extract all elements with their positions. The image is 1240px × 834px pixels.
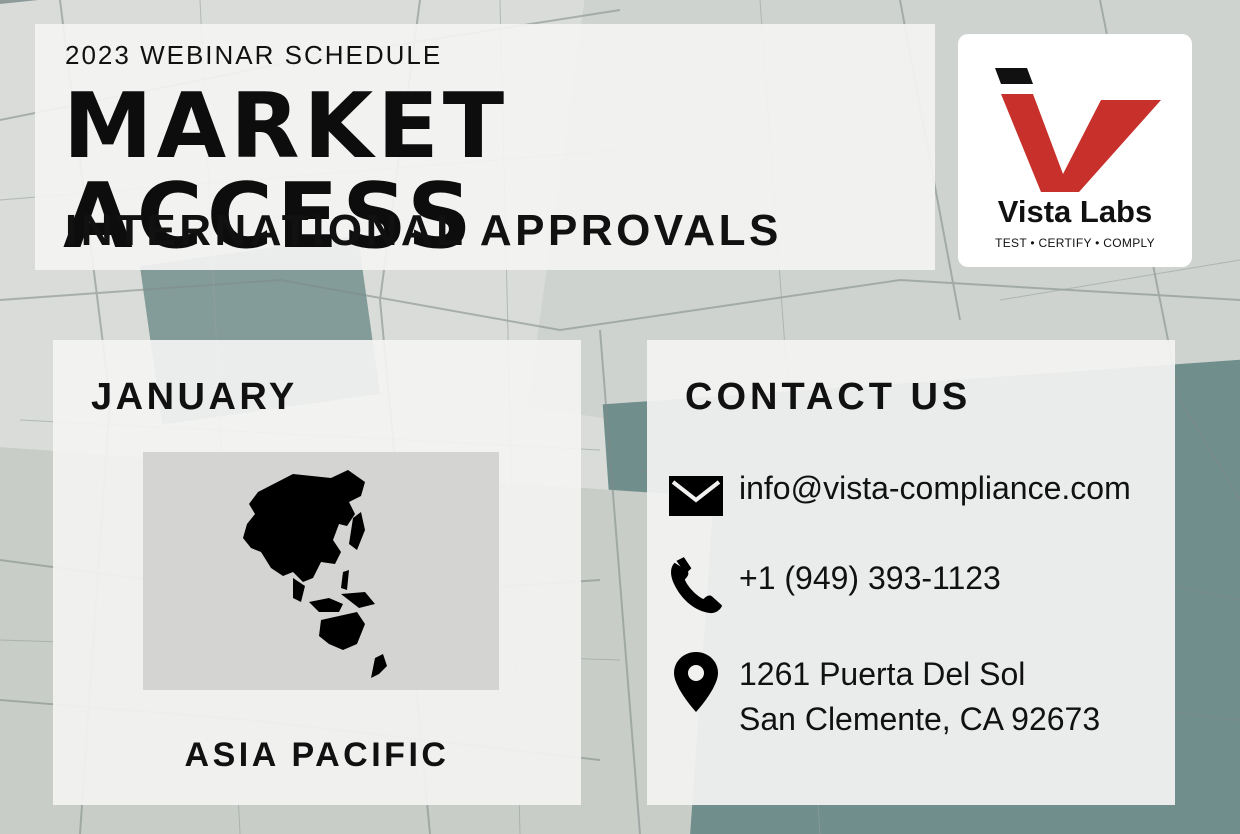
contact-address-row: 1261 Puerta Del Sol San Clemente, CA 926… — [669, 652, 1100, 742]
contact-address: 1261 Puerta Del Sol San Clemente, CA 926… — [739, 652, 1100, 742]
webinar-subtitle: 2023 WEBINAR SCHEDULE — [65, 40, 443, 70]
contact-panel: CONTACT US info@vista-compliance.com +1 … — [647, 340, 1175, 805]
contact-email[interactable]: info@vista-compliance.com — [739, 470, 1131, 506]
address-line-1: 1261 Puerta Del Sol — [739, 656, 1026, 692]
contact-email-row[interactable]: info@vista-compliance.com — [669, 466, 1131, 526]
contact-phone[interactable]: +1 (949) 393-1123 — [739, 560, 1001, 596]
secondary-title: INTERNATIONAL APPROVALS — [65, 206, 782, 255]
region-label: ASIA PACIFIC — [184, 736, 450, 774]
month-label: JANUARY — [91, 376, 298, 418]
envelope-icon — [669, 466, 723, 526]
logo-name: Vista Labs — [997, 194, 1153, 229]
vista-labs-logo-icon — [995, 68, 1161, 192]
asia-pacific-map-icon — [243, 470, 387, 678]
location-pin-icon — [669, 652, 723, 712]
schedule-panel: JANUARY ASIA PACIFIC — [53, 340, 581, 805]
contact-phone-row[interactable]: +1 (949) 393-1123 — [669, 556, 1001, 616]
title-panel: 2023 WEBINAR SCHEDULE MARKET ACCESS INTE… — [35, 24, 935, 270]
address-line-2: San Clemente, CA 92673 — [739, 701, 1101, 737]
main-title: MARKET ACCESS — [63, 74, 509, 269]
region-map-box — [143, 452, 499, 690]
logo-tagline: TEST • CERTIFY • COMPLY — [995, 236, 1155, 250]
phone-icon — [669, 556, 723, 616]
contact-heading: CONTACT US — [685, 376, 972, 418]
logo-card: Vista Labs TEST • CERTIFY • COMPLY — [958, 34, 1192, 267]
